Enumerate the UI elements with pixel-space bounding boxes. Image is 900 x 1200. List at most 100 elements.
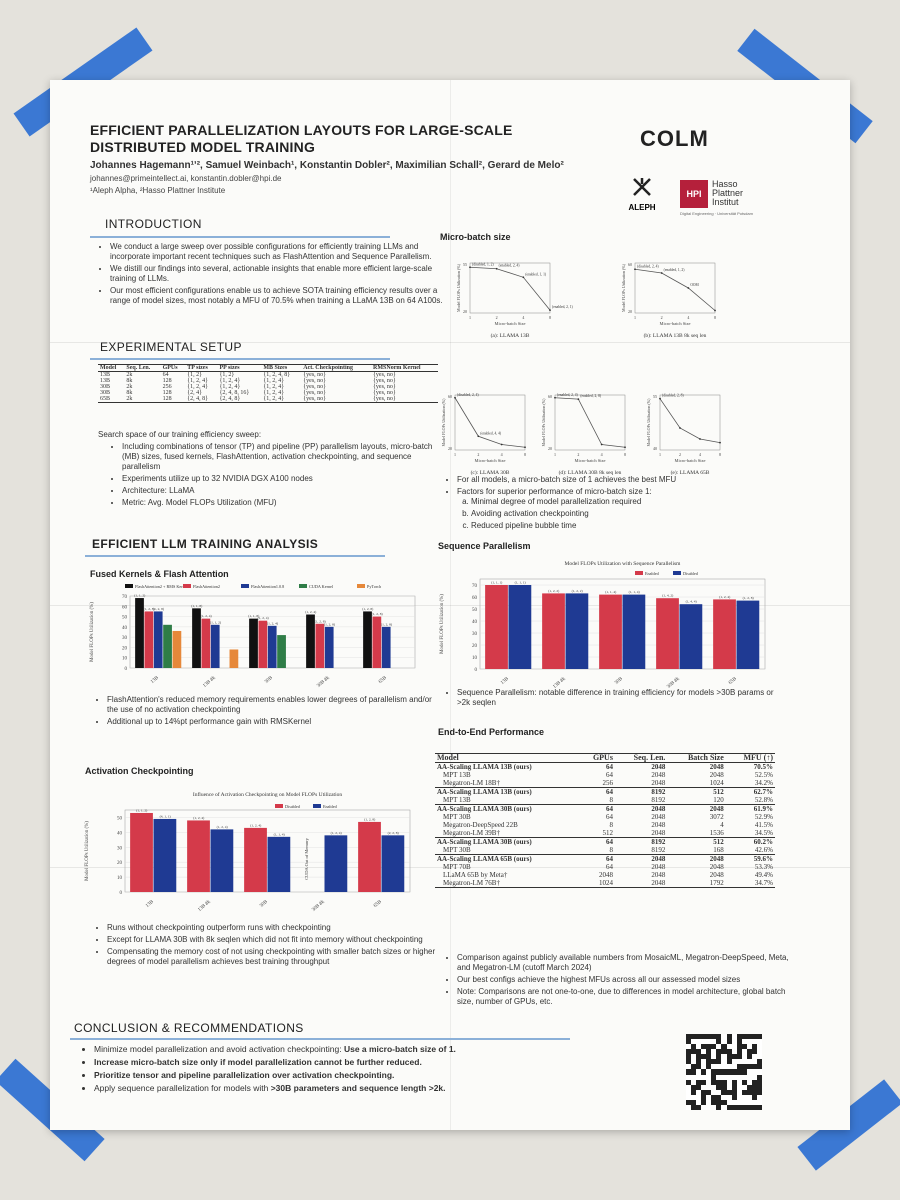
mb-factors: Minimal degree of model parallelization … xyxy=(457,497,787,531)
setup-col-1: Seq. Len. xyxy=(126,365,151,371)
e2e-col-3: Batch Size xyxy=(687,753,724,762)
aleph-word: ALEPH xyxy=(628,203,656,212)
legend-label: Enabled xyxy=(645,571,660,576)
table-cell: 65B xyxy=(100,396,111,402)
e2e-bullet-2: Our best configs achieve the highest MFU… xyxy=(457,975,797,985)
y-tick-label: 0 xyxy=(125,667,128,672)
table-cell: 2k xyxy=(126,372,133,378)
x-tick-label: 8 xyxy=(624,452,626,457)
table-cell: 128 xyxy=(162,396,172,402)
y-axis-label: Model FLOPs Utilization (%) xyxy=(90,602,95,662)
y-tick-label: 30 xyxy=(122,636,128,641)
y-tick-label: 60 xyxy=(122,605,128,610)
data-label: (1, 2, 8) xyxy=(372,612,384,617)
legend-label: CUDA Kernel xyxy=(309,584,334,589)
end-to-end-table: Model GPUs Seq. Len. Batch Size MFU (↑) AA-Sc… xyxy=(435,753,775,888)
table-cell: {1, 2} xyxy=(219,372,235,378)
table-cell: MPT 30B xyxy=(443,846,471,854)
bar xyxy=(130,812,153,892)
data-point xyxy=(679,427,681,429)
bar xyxy=(153,611,163,668)
table-cell: 8192 xyxy=(651,846,666,854)
annotation: OOM xyxy=(690,283,699,287)
table-cell: {2, 4, 8} xyxy=(187,396,209,402)
table-cell: 2048 xyxy=(651,855,666,863)
colm-logo: COLM xyxy=(640,126,709,151)
y-tick-label: 60 xyxy=(472,596,478,601)
table-cell: 34.7% xyxy=(754,879,773,887)
x-tick-label: 8 xyxy=(719,452,721,457)
data-label: (1, 1, 4) xyxy=(629,590,641,595)
legend-swatch xyxy=(275,804,283,808)
y-tick-label: 30 xyxy=(472,632,478,637)
qr-code[interactable] xyxy=(686,1034,762,1110)
x-tick-label: 30B 8k xyxy=(666,676,681,688)
x-tick-label: 13B 8k xyxy=(552,676,567,688)
data-label: (1, 2, 8) xyxy=(364,817,376,822)
legend-label: FlashAttention1.0.8 xyxy=(251,584,284,589)
sp-bullet-1: Sequence Parallelism: notable difference… xyxy=(457,688,787,708)
setup-bullets: Including combinations of tensor (TP) an… xyxy=(110,442,442,510)
setup-col-7: RMSNorm Kernel xyxy=(373,365,421,371)
table-cell: {2, 4, 8, 16} xyxy=(219,390,250,396)
chart-caption: (e): LLAMA 65B xyxy=(671,469,710,476)
y-tick-label: 55 xyxy=(653,394,657,399)
data-label: (1, 1, 1) xyxy=(515,581,527,586)
x-tick-label: 65B xyxy=(728,676,738,686)
bar xyxy=(249,618,258,668)
table-row: MPT 30B 8 8192 168 42.6% xyxy=(435,846,775,855)
series-line xyxy=(554,397,626,448)
data-label: (1, 1, 2) xyxy=(134,594,146,599)
table-cell: 2048 xyxy=(651,863,666,871)
data-point xyxy=(500,443,503,446)
legend-swatch xyxy=(313,804,321,808)
bar xyxy=(192,608,201,668)
table-row: 13B 2k 64 {1, 2} {1, 2} {1, 2, 4, 8} {yes, no}… xyxy=(98,372,438,378)
table-cell: 64 xyxy=(605,855,613,863)
table-cell: {1, 2, 4, 8} xyxy=(263,372,291,378)
x-tick-label: 65B xyxy=(378,675,388,685)
table-cell: 4 xyxy=(720,821,724,829)
table-cell: 2048 xyxy=(651,805,666,813)
table-cell: 1024 xyxy=(709,779,724,787)
setup-bullet-2: Experiments utilize up to 32 NVIDIA DGX … xyxy=(122,474,442,484)
bar xyxy=(713,599,736,669)
table-cell: {1, 2, 4} xyxy=(187,378,209,384)
x-tick-label: 13B 8k xyxy=(202,675,217,689)
bar xyxy=(679,604,703,669)
experimental-setup-heading: EXPERIMENTAL SETUP xyxy=(100,340,242,354)
x-tick-label: 8 xyxy=(714,315,716,320)
x-tick-label: 30B 8k xyxy=(316,675,331,689)
table-cell: 2048 xyxy=(709,763,724,771)
bar xyxy=(542,593,565,669)
y-tick-label: 20 xyxy=(117,861,123,866)
table-cell: 8 xyxy=(609,821,613,829)
table-cell: Megatron-LM 18B† xyxy=(443,779,500,787)
table-cell: 64 xyxy=(605,788,613,796)
y-axis-label: Model FLOPs Utilization (%) xyxy=(440,594,445,654)
data-label: (1, 1, 2) xyxy=(136,808,148,813)
data-label: (1, 1, 2) xyxy=(210,620,222,625)
table-cell: {yes, no} xyxy=(373,390,396,396)
data-label: (1, 2, 4) xyxy=(331,831,343,836)
conclusion-text: Minimize model parallelization and avoid… xyxy=(94,1044,344,1054)
micro-batch-bullets: For all models, a micro-batch size of 1 … xyxy=(445,475,787,533)
data-label: (1, 2, 4) xyxy=(217,825,229,830)
table-cell: 512 xyxy=(713,838,724,846)
bar xyxy=(163,624,172,668)
table-cell: AA-Scaling LLAMA 30B (ours) xyxy=(437,838,532,846)
x-axis-label: Micro-batch Size xyxy=(674,458,705,463)
data-label: (1, 2, 8) xyxy=(324,622,336,627)
mb-factor-3: Reduced pipeline bubble time xyxy=(471,521,787,531)
hpi-badge: HPI xyxy=(680,180,708,208)
table-row: Megatron-DeepSpeed 22B 8 2048 4 41.5% xyxy=(435,821,775,829)
chart-caption: (d): LLAMA 30B 8k seq len xyxy=(559,469,622,476)
bar xyxy=(153,818,177,892)
table-cell: {yes, no} xyxy=(303,390,327,396)
table-cell: MPT 13B xyxy=(443,771,471,779)
table-cell: 52.9% xyxy=(754,813,773,821)
data-point xyxy=(554,396,556,399)
y-axis-label: Model FLOPs Utilization (%) xyxy=(456,263,461,312)
bar xyxy=(736,600,760,669)
table-cell: 512 xyxy=(713,788,724,796)
